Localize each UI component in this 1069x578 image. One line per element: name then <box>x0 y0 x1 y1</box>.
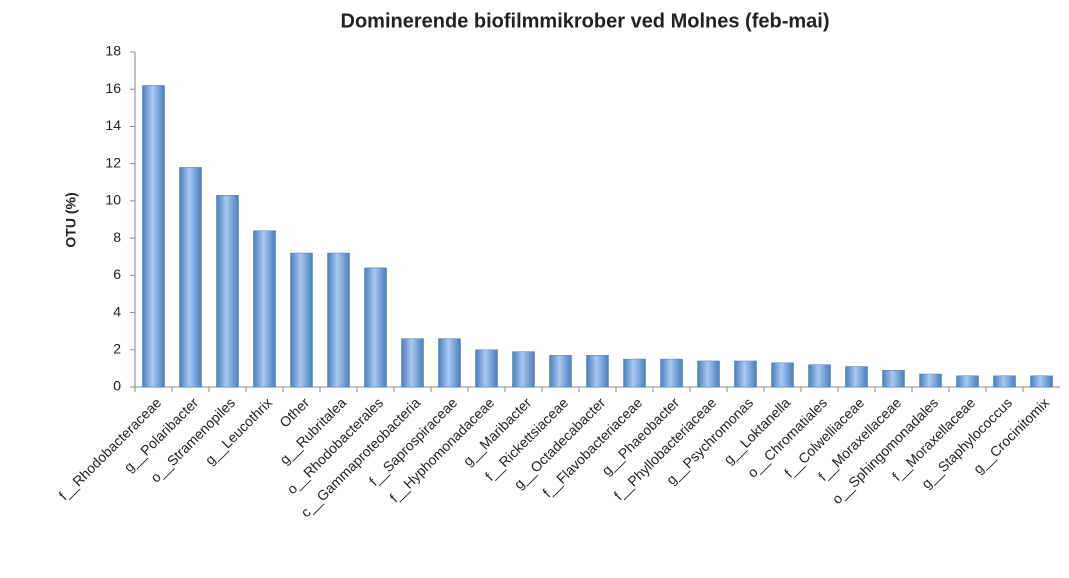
bar <box>290 252 313 388</box>
bar <box>734 360 757 388</box>
y-tick-label: 6 <box>113 266 121 282</box>
bar <box>808 364 831 388</box>
bar <box>475 349 498 388</box>
bar <box>512 351 535 388</box>
bar <box>771 362 794 388</box>
y-tick-label: 0 <box>113 378 121 394</box>
bar <box>179 167 202 388</box>
bar <box>438 338 461 388</box>
bar <box>253 230 276 388</box>
bar <box>623 358 646 388</box>
y-axis-label: OTU (%) <box>63 192 79 247</box>
bar <box>697 360 720 388</box>
bar <box>327 252 350 388</box>
y-tick-label: 16 <box>105 80 121 96</box>
chart-title: Dominerende biofilmmikrober ved Molnes (… <box>341 10 830 32</box>
bar <box>660 358 683 388</box>
bar <box>142 85 165 388</box>
bar <box>364 267 387 388</box>
bar <box>586 355 609 388</box>
y-tick-label: 8 <box>113 229 121 245</box>
bar <box>993 375 1016 388</box>
bar <box>956 375 979 388</box>
y-tick-label: 2 <box>113 340 121 356</box>
y-tick-label: 10 <box>105 192 121 208</box>
bar <box>549 355 572 388</box>
bar <box>1030 375 1053 388</box>
bar <box>845 366 868 388</box>
bar <box>401 338 424 388</box>
y-tick-label: 14 <box>105 117 121 133</box>
bar <box>882 370 905 388</box>
bar <box>919 373 942 388</box>
y-tick-label: 4 <box>113 303 121 319</box>
y-tick-label: 12 <box>105 154 121 170</box>
bar <box>216 195 239 388</box>
y-tick-label: 18 <box>105 43 121 59</box>
